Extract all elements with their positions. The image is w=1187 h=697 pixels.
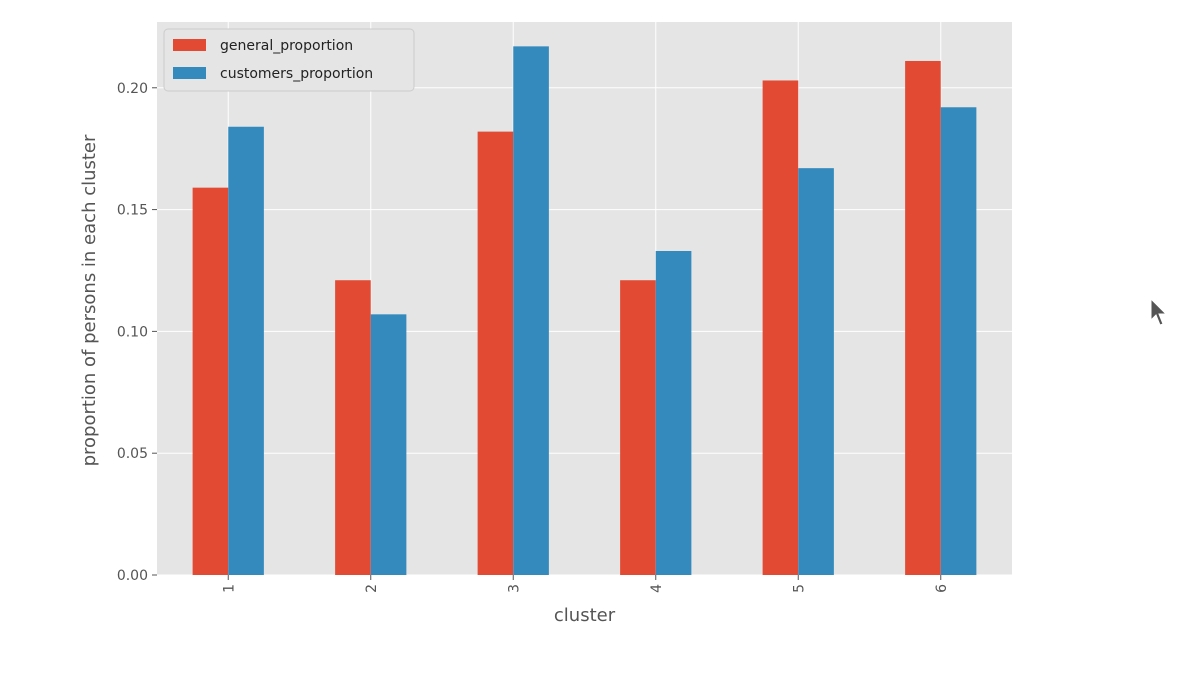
bar-general_proportion-1 bbox=[192, 187, 229, 576]
x-tick-label: 1 bbox=[221, 584, 237, 593]
x-tick-label: 3 bbox=[506, 584, 522, 593]
x-axis-ticks: 1 2 3 4 5 6 bbox=[221, 575, 950, 593]
bar-general_proportion-5 bbox=[762, 80, 799, 576]
legend-label-customers_proportion: customers_proportion bbox=[220, 66, 373, 82]
legend-label-general_proportion: general_proportion bbox=[220, 38, 353, 54]
bar-customers_proportion-6 bbox=[940, 107, 977, 576]
y-tick-label: 0.00 bbox=[117, 568, 148, 584]
y-tick-label: 0.20 bbox=[117, 81, 148, 97]
y-tick-label: 0.15 bbox=[117, 203, 148, 219]
y-tick-label: 0.05 bbox=[117, 446, 148, 462]
bar-customers_proportion-4 bbox=[655, 250, 692, 575]
x-tick-label: 2 bbox=[364, 584, 380, 593]
bar-customers_proportion-1 bbox=[228, 126, 264, 576]
legend: general_proportion customers_proportion bbox=[163, 28, 415, 92]
legend-swatch-customers_proportion bbox=[173, 67, 206, 79]
x-tick-label: 5 bbox=[791, 584, 807, 593]
bar-general_proportion-4 bbox=[620, 280, 656, 575]
x-tick-label: 6 bbox=[934, 584, 950, 593]
y-tick-label: 0.10 bbox=[117, 324, 148, 340]
y-axis-label: proportion of persons in each cluster bbox=[79, 134, 100, 466]
bar-customers_proportion-5 bbox=[798, 168, 834, 575]
bar-customers_proportion-2 bbox=[370, 314, 407, 575]
legend-swatch-general_proportion bbox=[173, 39, 206, 51]
bar-general_proportion-6 bbox=[905, 60, 941, 576]
y-axis-ticks: 0.00 0.05 0.10 0.15 0.20 bbox=[117, 81, 157, 584]
plot-area bbox=[157, 22, 1012, 575]
x-axis-label: cluster bbox=[554, 605, 616, 626]
bars bbox=[192, 46, 977, 576]
x-tick-label: 4 bbox=[649, 584, 665, 593]
bar-customers_proportion-3 bbox=[513, 46, 549, 576]
legend-box bbox=[163, 28, 415, 92]
bar-general_proportion-2 bbox=[335, 280, 371, 575]
mouse-pointer-icon bbox=[1150, 298, 1168, 326]
bar-general_proportion-3 bbox=[477, 131, 514, 575]
